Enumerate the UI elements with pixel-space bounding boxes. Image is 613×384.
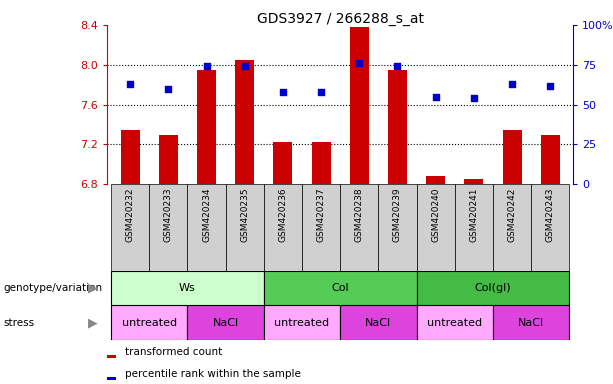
Text: GSM420238: GSM420238 (355, 188, 364, 242)
Text: stress: stress (3, 318, 34, 328)
Bar (150, 184, 188, 271)
Bar (197, 70, 216, 184)
Bar (226, 184, 264, 271)
Bar (159, 134, 178, 184)
Point (431, 94, 441, 100)
Text: genotype/variation: genotype/variation (3, 283, 102, 293)
Text: GSM420234: GSM420234 (202, 188, 211, 242)
Text: Col(gl): Col(gl) (474, 283, 511, 293)
Text: untreated: untreated (122, 318, 177, 328)
Text: GSM420242: GSM420242 (508, 188, 517, 242)
Bar (417, 271, 569, 305)
Point (278, 89, 288, 95)
Bar (188, 305, 264, 340)
Text: GSM420240: GSM420240 (431, 188, 440, 242)
Point (354, 60, 364, 66)
Bar (455, 184, 493, 271)
Bar (188, 184, 226, 271)
Bar (503, 129, 522, 184)
Text: GSM420235: GSM420235 (240, 188, 249, 242)
Bar (107, 377, 116, 379)
Text: ▶: ▶ (88, 316, 98, 329)
Text: ▶: ▶ (88, 281, 98, 295)
Bar (235, 60, 254, 184)
Text: GDS3927 / 266288_s_at: GDS3927 / 266288_s_at (257, 12, 424, 25)
Point (469, 95, 479, 101)
Point (164, 86, 173, 92)
Text: GSM420243: GSM420243 (546, 188, 555, 242)
Bar (273, 142, 292, 184)
Bar (388, 70, 407, 184)
Text: GSM420241: GSM420241 (470, 188, 478, 242)
Bar (111, 184, 150, 271)
Text: GSM420237: GSM420237 (317, 188, 326, 242)
Bar (121, 129, 140, 184)
Bar (340, 305, 417, 340)
Bar (107, 355, 116, 358)
Point (507, 81, 517, 87)
Text: Ws: Ws (179, 283, 196, 293)
Bar (464, 179, 484, 184)
Bar (417, 184, 455, 271)
Text: Col: Col (332, 283, 349, 293)
Point (546, 83, 555, 89)
Bar (340, 184, 378, 271)
Bar (311, 142, 330, 184)
Bar (302, 184, 340, 271)
Text: GSM420232: GSM420232 (126, 188, 135, 242)
Bar (417, 305, 493, 340)
Point (240, 63, 249, 70)
Point (125, 81, 135, 87)
Bar (541, 134, 560, 184)
Bar (264, 305, 340, 340)
Text: NaCl: NaCl (365, 318, 392, 328)
Text: GSM420239: GSM420239 (393, 188, 402, 242)
Text: NaCl: NaCl (213, 318, 238, 328)
Point (392, 63, 402, 70)
Bar (264, 271, 417, 305)
Bar (264, 184, 302, 271)
Bar (531, 184, 569, 271)
Text: percentile rank within the sample: percentile rank within the sample (125, 369, 301, 379)
Bar (378, 184, 417, 271)
Bar (493, 305, 569, 340)
Text: NaCl: NaCl (518, 318, 544, 328)
Text: transformed count: transformed count (125, 347, 223, 357)
Bar (493, 184, 531, 271)
Bar (350, 27, 369, 184)
Point (202, 63, 211, 70)
Text: untreated: untreated (427, 318, 482, 328)
Bar (111, 271, 264, 305)
Bar (426, 176, 445, 184)
Text: untreated: untreated (275, 318, 330, 328)
Bar (111, 305, 188, 340)
Text: GSM420233: GSM420233 (164, 188, 173, 242)
Text: GSM420236: GSM420236 (278, 188, 287, 242)
Point (316, 89, 326, 95)
